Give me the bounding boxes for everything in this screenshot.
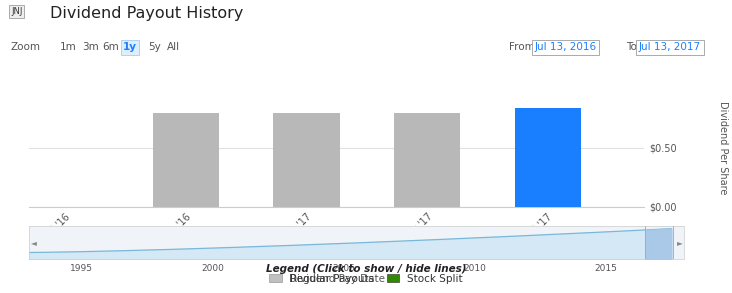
Text: ◄: ◄ xyxy=(31,238,37,247)
Text: From: From xyxy=(509,42,534,52)
Bar xyxy=(153,113,219,207)
Legend: Regular Payouts, Stock Split: Regular Payouts, Stock Split xyxy=(265,270,467,288)
Text: To: To xyxy=(626,42,637,52)
Text: 3m: 3m xyxy=(82,42,99,52)
Bar xyxy=(515,108,581,207)
Text: 1m: 1m xyxy=(60,42,77,52)
Text: Jul 13, 2016: Jul 13, 2016 xyxy=(534,42,597,52)
Text: Dividend Payout History: Dividend Payout History xyxy=(50,6,243,21)
X-axis label: Dividend Pay Date: Dividend Pay Date xyxy=(288,274,385,284)
Text: JNJ: JNJ xyxy=(11,7,23,16)
Text: All: All xyxy=(167,42,180,52)
Text: 6m: 6m xyxy=(102,42,119,52)
Text: Zoom: Zoom xyxy=(11,42,41,52)
Bar xyxy=(394,113,460,207)
Text: 5y: 5y xyxy=(149,42,161,52)
Y-axis label: Dividend Per Share: Dividend Per Share xyxy=(718,101,728,195)
Text: ►: ► xyxy=(677,238,683,247)
Text: Jul 13, 2017: Jul 13, 2017 xyxy=(639,42,701,52)
Bar xyxy=(274,113,340,207)
Text: Legend (Click to show / hide lines): Legend (Click to show / hide lines) xyxy=(266,264,466,274)
Text: 1y: 1y xyxy=(123,42,137,52)
